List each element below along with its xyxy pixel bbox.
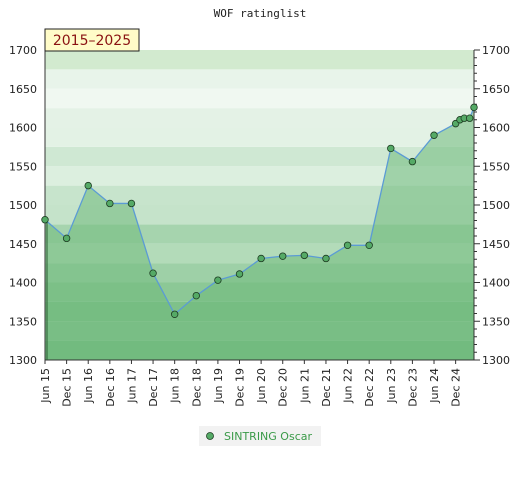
data-point [106, 199, 114, 208]
data-point [430, 131, 438, 139]
y-tick-label-left: 1550 [9, 160, 37, 173]
data-point [300, 251, 309, 260]
y-tick-label-left: 1350 [9, 315, 37, 328]
data-point [170, 310, 179, 318]
axes: 1300 1300 1350 1350 1400 1400 1450 1450 1500 1500… [9, 44, 510, 407]
x-tick-label: Jun 17 [125, 368, 138, 404]
background-band [45, 166, 474, 186]
y-tick-label-right: 1450 [482, 238, 510, 251]
series-area [45, 107, 474, 360]
y-tick-label-right: 1650 [482, 83, 510, 96]
x-tick-label: Dec 22 [363, 368, 376, 407]
background-band [45, 88, 474, 109]
x-tick-label: Dec 16 [104, 368, 117, 407]
x-tick-label: Jun 16 [82, 368, 95, 404]
legend-marker [206, 432, 214, 440]
data-point [257, 254, 265, 263]
background-band [45, 205, 474, 225]
period-badge-frame [44, 28, 140, 52]
data-point [365, 241, 373, 249]
chart-title: WOF ratinglist [214, 7, 307, 20]
period-badge: 2015–2025 [44, 28, 140, 52]
y-tick-label-left: 1500 [9, 199, 37, 212]
x-tick-label: Dec 24 [450, 368, 463, 407]
x-tick-label: Jun 24 [428, 368, 441, 404]
data-point [279, 252, 287, 260]
x-tick-label: Jun 15 [39, 368, 52, 404]
y-tick-label-right: 1700 [482, 44, 510, 57]
y-tick-label-left: 1700 [9, 44, 37, 57]
data-point [408, 157, 417, 166]
legend-frame [199, 426, 321, 446]
data-point [149, 269, 157, 277]
series-markers [41, 103, 478, 318]
y-tick-label-right: 1550 [482, 160, 510, 173]
x-tick-label: Dec 15 [61, 368, 74, 407]
x-tick-label: Jun 23 [385, 368, 398, 404]
data-point [192, 291, 200, 300]
background-band [45, 224, 474, 244]
y-tick-label-left: 1450 [9, 238, 37, 251]
data-point [470, 103, 478, 112]
period-badge-label: 2015–2025 [53, 33, 131, 49]
legend-label: SINTRING Oscar [224, 430, 312, 443]
data-point [84, 181, 92, 190]
y-tick-label-left: 1300 [9, 354, 37, 367]
background-band [45, 127, 474, 147]
data-point [387, 144, 395, 153]
x-tick-label: Dec 18 [190, 368, 203, 407]
data-point [322, 254, 330, 263]
data-point [41, 216, 49, 224]
background-band [45, 69, 474, 89]
y-tick-label-left: 1600 [9, 122, 37, 135]
data-point [214, 276, 222, 284]
y-tick-label-right: 1300 [482, 354, 510, 367]
x-tick-label: Dec 17 [147, 368, 160, 407]
x-tick-label: Jun 20 [255, 368, 268, 404]
y-tick-label-right: 1350 [482, 315, 510, 328]
background-band [45, 50, 474, 70]
data-point [127, 199, 136, 208]
data-point [62, 234, 71, 243]
area-fill [45, 107, 474, 360]
data-point [235, 270, 244, 278]
x-tick-label: Jun 21 [298, 368, 311, 404]
x-tick-label: Jun 18 [169, 368, 182, 404]
legend: SINTRING Oscar [199, 426, 321, 446]
y-tick-label-right: 1500 [482, 199, 510, 212]
y-tick-label-right: 1400 [482, 277, 510, 290]
y-tick-label-right: 1600 [482, 122, 510, 135]
x-tick-label: Dec 21 [320, 368, 333, 407]
x-tick-label: Dec 19 [234, 368, 247, 407]
data-point [465, 114, 474, 122]
x-tick-label: Jun 19 [212, 368, 225, 404]
background-band [45, 146, 474, 167]
x-tick-label: Jun 22 [342, 368, 355, 404]
y-tick-label-left: 1650 [9, 83, 37, 96]
y-tick-label-left: 1400 [9, 277, 37, 290]
x-tick-label: Dec 23 [406, 368, 419, 407]
background-band [45, 185, 474, 205]
data-point [343, 241, 352, 249]
background-band [45, 108, 474, 128]
x-tick-label: Dec 20 [277, 368, 290, 407]
